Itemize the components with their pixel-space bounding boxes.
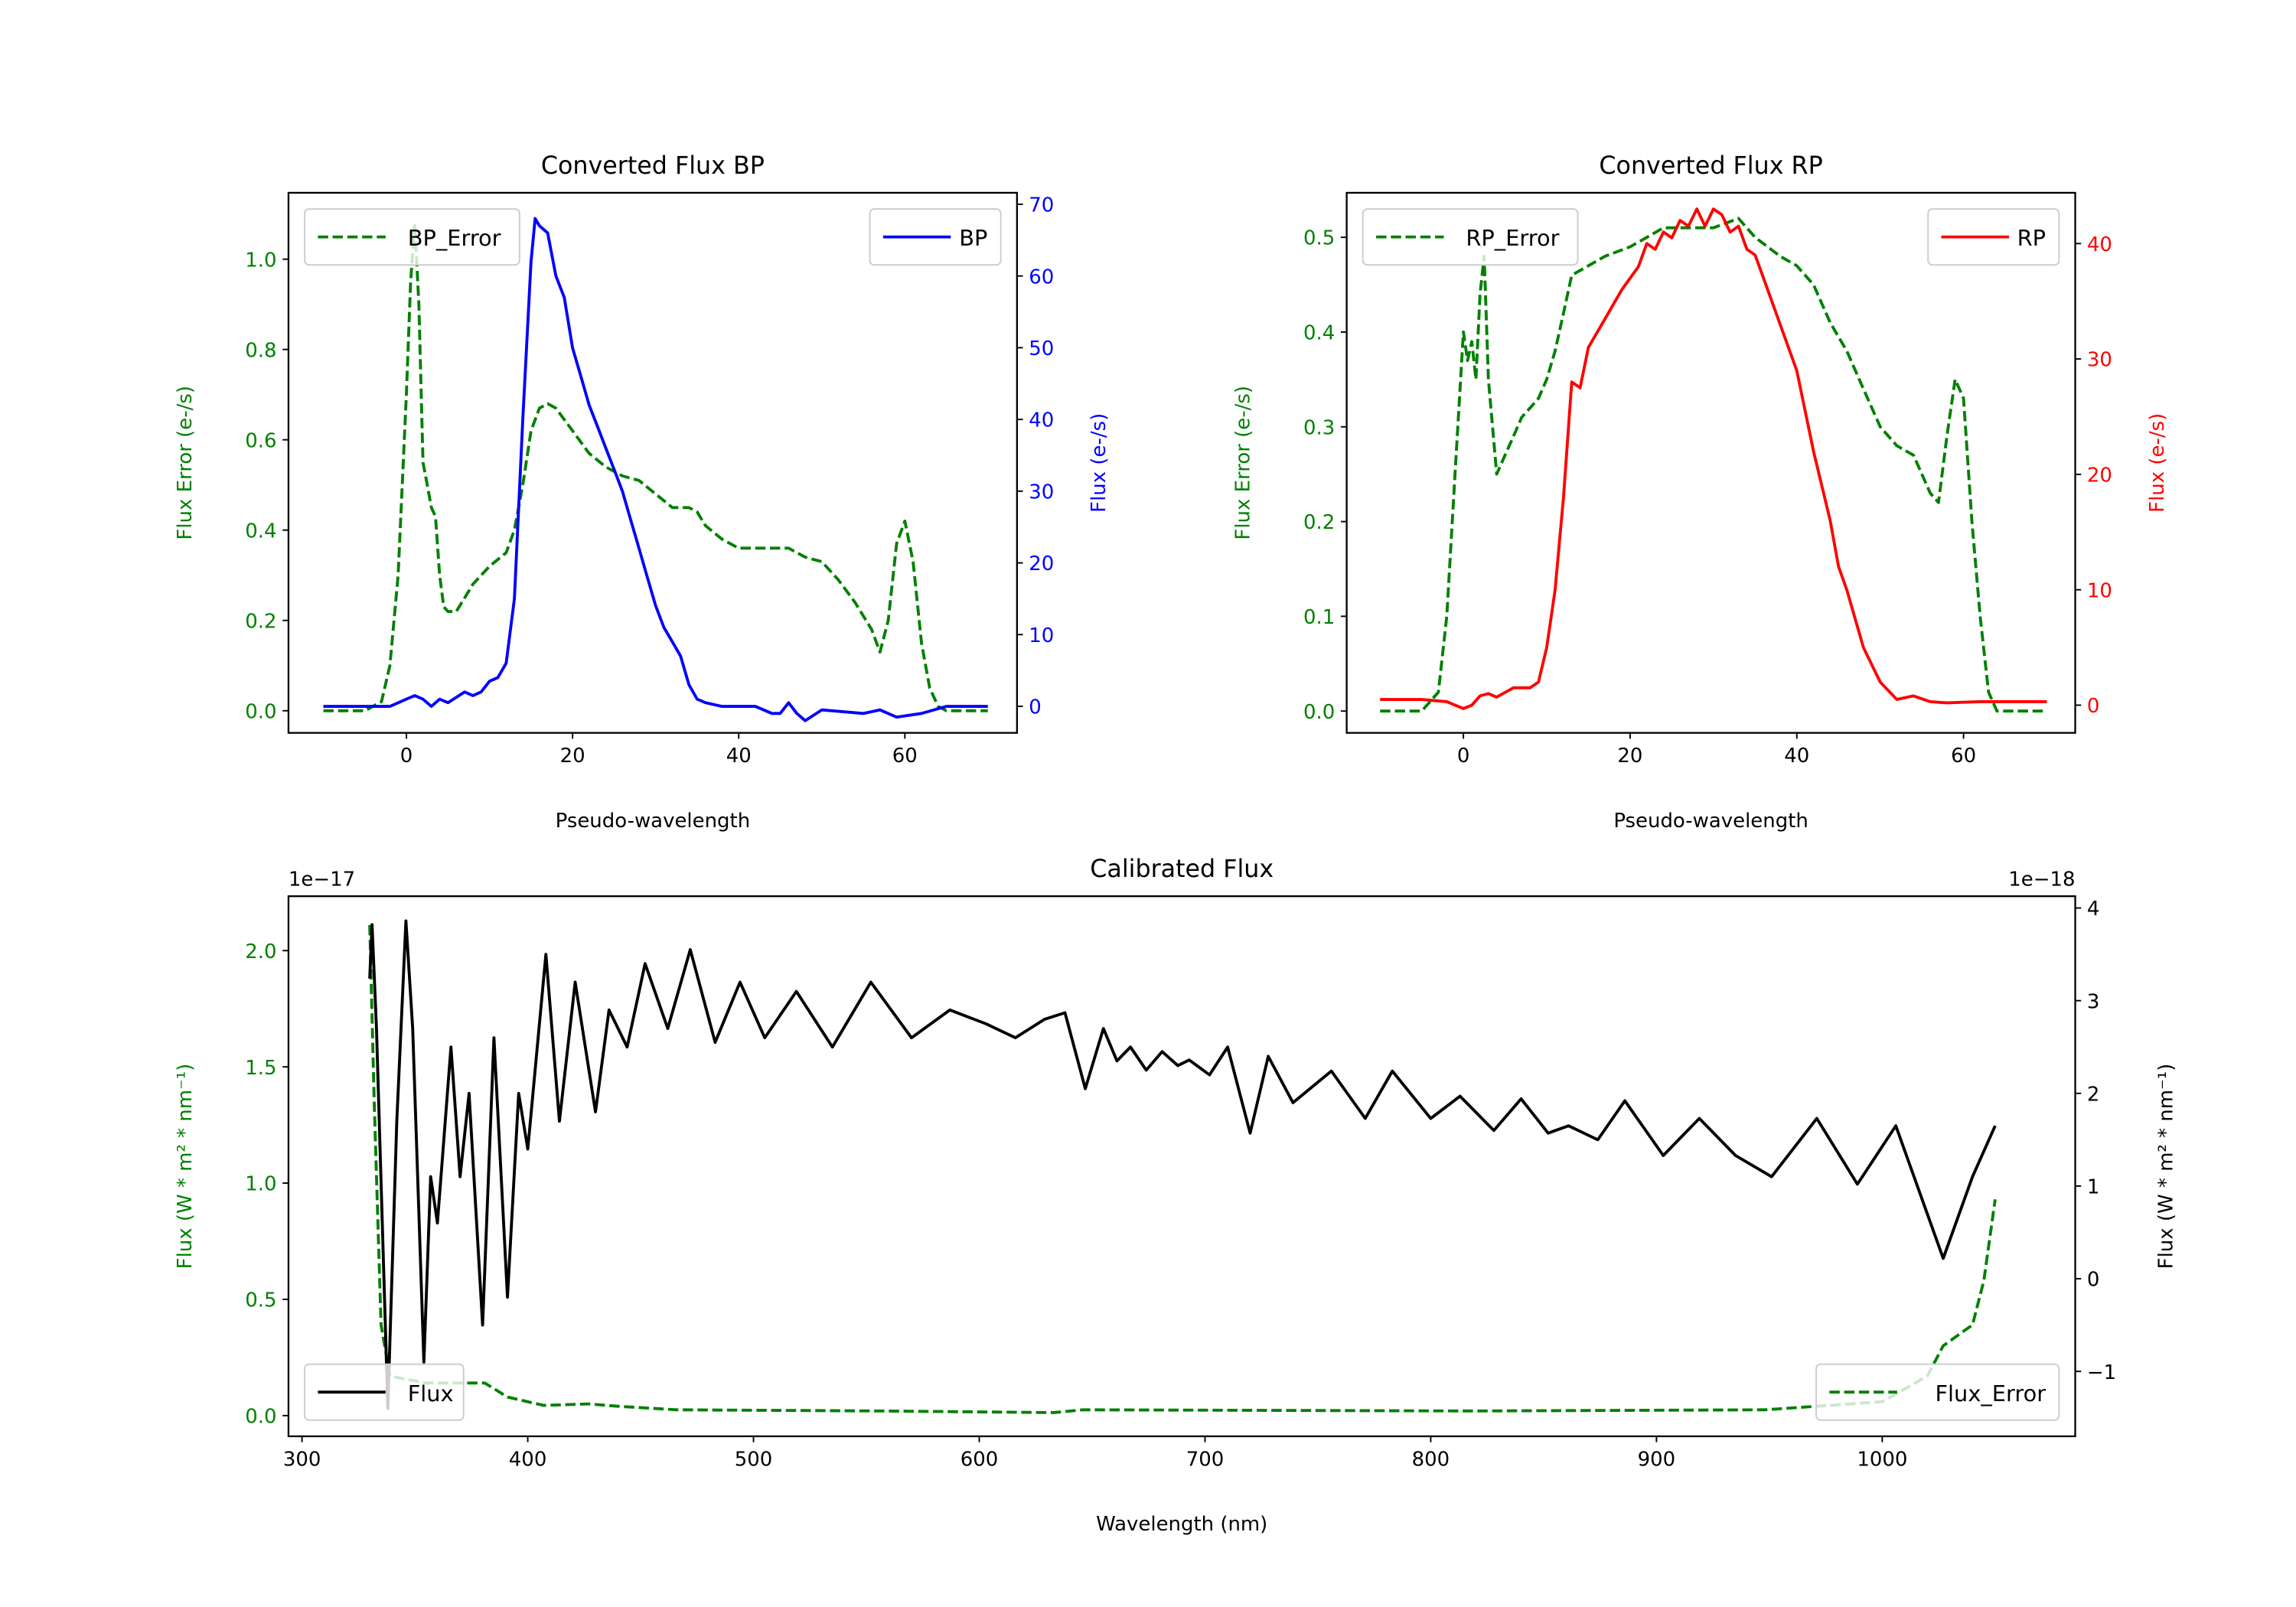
right-y-tick-label: 0 (1029, 696, 1042, 719)
left-y-axis-label: Flux Error (e-/s) (1232, 386, 1255, 540)
legend-label: BP_Error (408, 225, 501, 251)
left-y-tick-label: 0.0 (245, 700, 276, 723)
right-y-tick-label: 3 (2087, 990, 2100, 1013)
series-line-rp-error (1380, 217, 2047, 713)
right-y-axis-label: Flux (e-/s) (1088, 413, 1110, 513)
right-y-tick-label: 20 (2087, 464, 2112, 487)
x-axis-label: Pseudo-wavelength (556, 810, 751, 833)
x-axis-label: Wavelength (nm) (1096, 1513, 1267, 1536)
series-line-flux-error (368, 924, 1997, 1414)
x-tick-label: 0 (400, 745, 413, 768)
x-tick-label: 60 (1951, 745, 1976, 768)
x-tick-label: 600 (960, 1448, 999, 1471)
x-tick-label: 40 (1784, 745, 1809, 768)
left-y-tick-label: 1.0 (245, 249, 276, 272)
legend-label: RP (2017, 225, 2046, 251)
chart-title: Converted Flux RP (1599, 152, 1822, 180)
x-tick-label: 300 (283, 1448, 321, 1471)
left-y-tick-label: 0.2 (245, 610, 276, 633)
right-y-axis-label: Flux (e-/s) (2146, 413, 2169, 513)
series-line-bp-error (323, 221, 988, 712)
x-tick-label: 1000 (1857, 1448, 1907, 1471)
right-y-tick-label: 70 (1029, 194, 1054, 217)
right-y-tick-label: 50 (1029, 337, 1054, 360)
legend-box (1362, 208, 1579, 266)
left-offset-text: 1e−17 (289, 869, 355, 892)
x-tick-label: 40 (726, 745, 752, 768)
right-y-tick-label: 1 (2087, 1176, 2100, 1199)
x-tick-label: 0 (1457, 745, 1470, 768)
right-y-tick-label: 40 (2087, 233, 2112, 256)
left-y-tick-label: 0.4 (245, 520, 276, 543)
x-tick-label: 700 (1186, 1448, 1225, 1471)
legend-label: Flux_Error (1935, 1380, 2046, 1407)
left-y-tick-label: 0.0 (245, 1405, 276, 1428)
legend-bp-error: BP_Error (304, 208, 520, 266)
left-y-tick-label: 0.5 (1303, 227, 1335, 250)
x-tick-label: 400 (509, 1448, 547, 1471)
rp-panel: Converted Flux RP Pseudo-wavelength 0 20 40 6… (1232, 152, 2169, 833)
right-offset-text: 1e−18 (2008, 869, 2075, 892)
right-y-tick-label: −1 (2087, 1361, 2116, 1384)
series-line-flux (368, 919, 1997, 1410)
legend-box (304, 208, 520, 266)
plot-frame (287, 191, 1018, 734)
right-y-tick-label: 4 (2087, 898, 2100, 921)
legend-bp: BP (869, 208, 1002, 266)
right-y-tick-label: 20 (1029, 553, 1054, 575)
plot-frame (1345, 191, 2076, 734)
left-y-axis-label: Flux (W * m² * nm⁻¹) (174, 1064, 197, 1270)
left-y-tick-label: 0.2 (1303, 511, 1335, 534)
chart-title: Calibrated Flux (1090, 856, 1274, 883)
left-y-tick-label: 2.0 (245, 940, 276, 963)
legend-box (1815, 1363, 2060, 1421)
right-y-tick-label: 0 (2087, 1269, 2100, 1292)
left-y-tick-label: 0.6 (245, 429, 276, 452)
left-y-tick-label: 1.5 (245, 1057, 276, 1080)
legend-flux: Flux (304, 1363, 465, 1421)
x-tick-label: 900 (1638, 1448, 1676, 1471)
legend-label: BP (959, 225, 987, 251)
left-y-tick-label: 0.5 (245, 1289, 276, 1312)
bp-panel: Converted Flux BP Pseudo-wavelength 0 20 40 6… (174, 152, 1110, 833)
legend-label: RP_Error (1466, 225, 1559, 251)
right-y-tick-label: 30 (2087, 349, 2112, 372)
left-y-tick-label: 0.4 (1303, 322, 1335, 345)
series-line-rp (1380, 207, 2047, 710)
x-tick-label: 20 (1617, 745, 1642, 768)
right-y-tick-label: 10 (2087, 579, 2112, 602)
plot-frame (287, 895, 2076, 1438)
right-y-tick-label: 40 (1029, 409, 1054, 432)
left-y-tick-label: 1.0 (245, 1173, 276, 1196)
x-tick-label: 20 (560, 745, 585, 768)
right-y-tick-label: 60 (1029, 266, 1054, 288)
legend-rp-error: RP_Error (1362, 208, 1579, 266)
legend-label: Flux (408, 1380, 454, 1407)
right-y-tick-label: 30 (1029, 481, 1054, 504)
right-y-tick-label: 10 (1029, 624, 1054, 647)
calibrated-panel: Calibrated Flux Wavelength (nm) 300 400 500 6… (174, 856, 2177, 1536)
right-y-axis-label: Flux (W * m² * nm⁻¹) (2154, 1064, 2177, 1270)
legend-rp: RP (1927, 208, 2060, 266)
series-line-bp (323, 217, 988, 722)
left-y-tick-label: 0.3 (1303, 416, 1335, 439)
x-axis-label: Pseudo-wavelength (1613, 810, 1808, 833)
left-y-tick-label: 0.0 (1303, 701, 1335, 724)
x-tick-label: 60 (892, 745, 918, 768)
left-y-tick-label: 0.1 (1303, 606, 1335, 629)
x-tick-label: 800 (1412, 1448, 1450, 1471)
legend-flux-error: Flux_Error (1815, 1363, 2060, 1421)
left-y-tick-label: 0.8 (245, 339, 276, 362)
right-y-tick-label: 2 (2087, 1083, 2100, 1106)
chart-title: Converted Flux BP (541, 152, 765, 180)
x-tick-label: 500 (735, 1448, 773, 1471)
left-y-axis-label: Flux Error (e-/s) (174, 386, 197, 540)
right-y-tick-label: 0 (2087, 695, 2100, 718)
